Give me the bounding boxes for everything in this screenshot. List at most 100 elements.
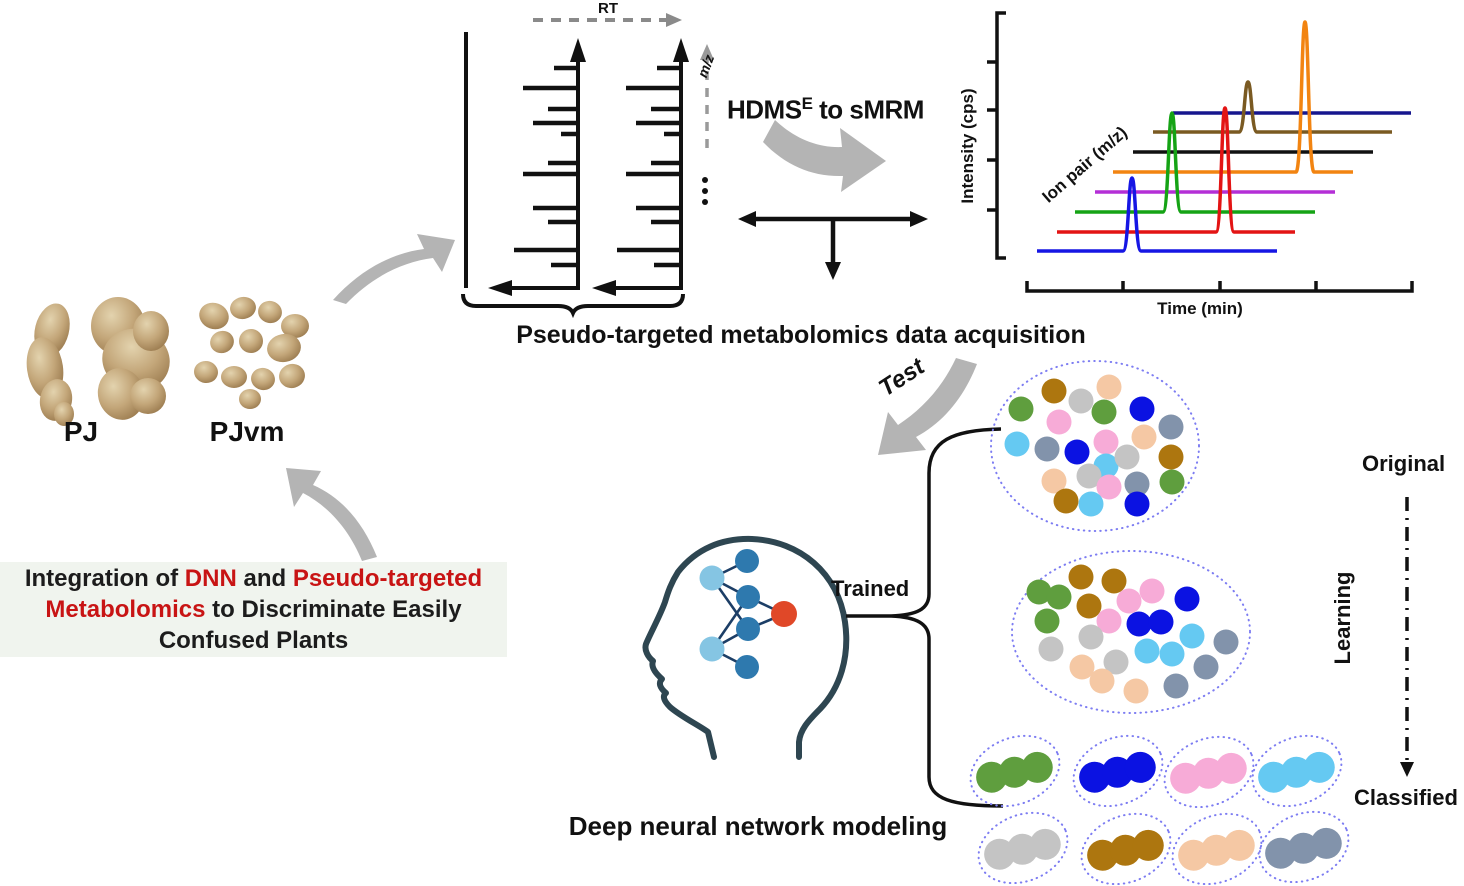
transition-arrow xyxy=(738,211,928,280)
original-cluster-dot xyxy=(1053,488,1079,514)
sample-photo-pjvm xyxy=(194,296,309,409)
input-node-icon xyxy=(699,636,725,662)
learning-cluster-dot xyxy=(1193,654,1219,680)
learning-cluster-dot xyxy=(1159,641,1185,667)
original-cluster-dot xyxy=(1034,436,1060,462)
chromatogram-trace xyxy=(1075,111,1315,214)
learning-cluster-dot xyxy=(1163,673,1189,699)
learning-cluster-dot xyxy=(1069,654,1095,680)
hdms-text: HDMS xyxy=(727,94,802,125)
original-cluster-dot xyxy=(1078,491,1104,517)
head-silhouette xyxy=(642,535,850,760)
classified-dot xyxy=(1223,829,1255,861)
conclusion-text-line: Integration of DNN and Pseudo-targeted xyxy=(25,563,482,594)
conclusion-text: and xyxy=(236,565,293,592)
classified-dot xyxy=(1303,751,1335,783)
original-cluster-dot xyxy=(1091,399,1117,425)
neural-network xyxy=(699,549,797,679)
chromatogram-axes xyxy=(987,11,1414,293)
original-cluster-dot xyxy=(1064,439,1090,465)
acquisition-title: Pseudo-targeted metabolomics data acquis… xyxy=(516,321,1086,349)
original-cluster-dot xyxy=(1041,378,1067,404)
conclusion-text-line: Confused Plants xyxy=(159,625,348,656)
original-cluster-ellipse xyxy=(990,360,1200,532)
conclusion-text-box: Integration of DNN and Pseudo-targeted Me… xyxy=(0,562,507,657)
ellipsis-dots-icon xyxy=(702,177,708,205)
transition-down-arrowhead-icon xyxy=(825,262,841,280)
original-cluster-dot xyxy=(1068,388,1094,414)
to-smrm-text: to sMRM xyxy=(812,94,924,125)
original-cluster-dot xyxy=(1114,444,1140,470)
sample-label-pj: PJ xyxy=(63,416,99,447)
arrow-hdmse-to-smrm xyxy=(763,120,886,192)
classified-cluster xyxy=(1163,735,1255,809)
modeling-title: Deep neural network modeling xyxy=(568,811,948,841)
classified-ellipse xyxy=(1171,812,1263,886)
spectrum-axis-1-arrowhead-icon xyxy=(570,38,586,62)
network-nodes xyxy=(699,549,797,679)
original-cluster-dot xyxy=(1124,471,1150,497)
trained-label: Trained xyxy=(831,576,910,601)
learning-cluster-dot xyxy=(1076,593,1102,619)
classified-cluster xyxy=(1072,734,1164,808)
learning-cluster-dot xyxy=(1101,568,1127,594)
hidden-node-icon xyxy=(736,585,760,609)
spectrum-sticks xyxy=(514,65,679,268)
learning-cluster-dot xyxy=(1134,638,1160,664)
learning-cluster-dot xyxy=(1126,611,1152,637)
chromatogram-trace xyxy=(1057,106,1295,234)
original-cluster-dot xyxy=(1158,414,1184,440)
classified-cluster xyxy=(1080,812,1172,886)
original-cluster-dot xyxy=(1008,396,1034,422)
learning-arrow xyxy=(1400,497,1414,777)
learning-cluster-dot xyxy=(1078,624,1104,650)
classified-ellipse xyxy=(1258,810,1350,884)
chromatogram-trace xyxy=(1037,176,1277,253)
learning-cluster-dot xyxy=(1096,608,1122,634)
original-cluster-dot xyxy=(1004,431,1030,457)
classified-cluster xyxy=(969,734,1061,808)
learning-cluster-ellipse xyxy=(1011,550,1251,714)
arrow-samples-to-acquisition xyxy=(333,234,455,304)
classified-cluster xyxy=(977,811,1069,885)
classified-dot xyxy=(1029,828,1061,860)
classified-cluster xyxy=(1251,734,1343,808)
hdmse-spectra-diagram xyxy=(461,13,714,319)
transition-left-arrowhead-icon xyxy=(738,211,756,227)
original-cluster-dot xyxy=(1096,474,1122,500)
original-cluster-dot xyxy=(1093,429,1119,455)
chromatogram-trace xyxy=(1113,20,1353,174)
original-cluster-dot xyxy=(1096,374,1122,400)
learning-cluster-dot xyxy=(1034,608,1060,634)
learning-cluster-dot xyxy=(1139,578,1165,604)
hidden-node-icon xyxy=(735,549,759,573)
sample-photo-pj xyxy=(26,297,170,426)
chromatogram-panel xyxy=(987,11,1414,293)
time-axis-label: Time (min) xyxy=(1157,299,1243,318)
hdms-superscript: E xyxy=(801,94,813,113)
learning-cluster-dot xyxy=(1213,629,1239,655)
transition-right-arrowhead-icon xyxy=(910,211,928,227)
classified-cluster xyxy=(1171,812,1263,886)
original-cluster-dot xyxy=(1124,491,1150,517)
mz-arrowhead-icon xyxy=(700,44,714,60)
classified-dot xyxy=(1132,829,1164,861)
hdmse-to-smrm-label: HDMSE to sMRM xyxy=(727,94,924,126)
learning-cluster-dot xyxy=(1174,586,1200,612)
learning-cluster-dot xyxy=(1123,678,1149,704)
original-label: Original xyxy=(1362,451,1446,476)
original-cluster-dot xyxy=(1158,444,1184,470)
original-cluster-dot xyxy=(1041,468,1067,494)
intensity-axis-label: Intensity (cps) xyxy=(958,88,977,204)
learning-cluster-dot xyxy=(1068,564,1094,590)
chromatogram-trace xyxy=(1153,80,1392,134)
rt-axis-label: RT xyxy=(598,0,618,17)
learning-label: Learning xyxy=(1330,571,1355,665)
classified-ellipse xyxy=(1080,812,1172,886)
classified-dot xyxy=(1124,751,1156,783)
baseline-arrowhead-2-icon xyxy=(592,280,616,296)
conclusion-text: Confused Plants xyxy=(158,627,349,654)
learning-cluster-dot xyxy=(1026,579,1052,605)
